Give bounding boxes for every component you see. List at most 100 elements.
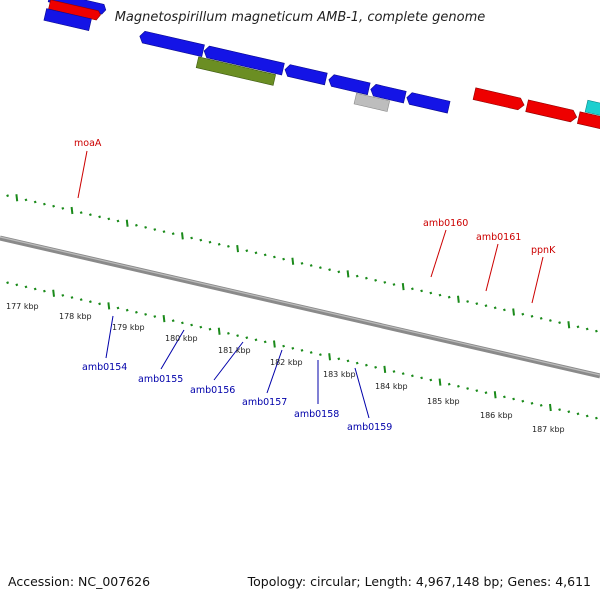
tick-minor <box>217 242 221 246</box>
tick-minor <box>180 321 184 325</box>
tick-minor <box>6 281 10 285</box>
tick-major <box>236 244 239 253</box>
gene-amb0158[interactable] <box>369 83 407 104</box>
gene-amb0161[interactable] <box>525 99 578 123</box>
tick-major <box>567 321 571 329</box>
tick-minor <box>318 353 322 357</box>
gene-label-amb0155[interactable]: amb0155 <box>138 374 183 385</box>
tick-minor <box>539 403 543 407</box>
gene-label-amb0158[interactable]: amb0158 <box>294 409 339 420</box>
tick-minor <box>420 376 424 380</box>
tick-minor <box>466 300 470 303</box>
gene-label-amb0159[interactable]: amb0159 <box>347 422 392 433</box>
tick-minor <box>374 278 378 282</box>
tick-minor <box>328 268 332 272</box>
tick-minor <box>594 329 598 333</box>
gene-red-near-moaA[interactable] <box>48 0 102 21</box>
gene-amb0159[interactable] <box>405 92 451 114</box>
tick-major <box>438 378 442 386</box>
gene-label-amb0154[interactable]: amb0154 <box>82 362 127 373</box>
kbp-label: 184 kbp <box>375 382 408 391</box>
tick-minor <box>309 351 313 354</box>
tick-minor <box>521 399 525 403</box>
gene-amb0157[interactable] <box>328 74 371 96</box>
tick-minor <box>420 289 424 293</box>
tick-minor <box>300 261 304 265</box>
tick-minor <box>512 397 516 401</box>
tick-minor <box>190 236 194 240</box>
gene-ppnK[interactable] <box>584 99 600 122</box>
tick-minor <box>456 384 460 388</box>
tick-minor <box>466 387 470 390</box>
tick-major <box>493 391 497 399</box>
tick-minor <box>447 382 451 386</box>
gene-amb0156[interactable] <box>284 64 328 86</box>
gene-amb0160[interactable] <box>472 87 525 111</box>
gene-label-moaA[interactable]: moaA <box>74 138 102 149</box>
tick-minor <box>98 215 102 219</box>
tick-minor <box>61 206 65 210</box>
tick-minor <box>567 410 571 414</box>
tick-minor <box>364 276 368 280</box>
tick-minor <box>153 228 157 231</box>
gene-label-ppnK[interactable]: ppnK <box>531 245 556 256</box>
tick-minor <box>199 325 203 329</box>
tick-minor <box>199 238 203 242</box>
tick-minor <box>98 302 102 306</box>
kbp-label: 182 kbp <box>270 358 303 367</box>
gene-label-amb0156[interactable]: amb0156 <box>190 385 235 396</box>
tick-minor <box>309 264 313 267</box>
tick-minor <box>374 365 378 369</box>
kbp-label: 185 kbp <box>427 397 460 406</box>
gene-red-right-1[interactable] <box>576 111 600 133</box>
gene-amb0155[interactable] <box>203 45 285 76</box>
gene-gray-small[interactable] <box>353 92 391 112</box>
tick-minor <box>208 327 212 331</box>
tick-major <box>217 327 221 335</box>
tick-minor <box>61 293 65 297</box>
tick-minor <box>337 357 341 361</box>
tick-minor <box>475 389 479 393</box>
tick-minor <box>125 308 129 312</box>
kbp-label: 177 kbp <box>6 302 39 311</box>
tick-minor <box>484 391 488 395</box>
tick-minor <box>438 293 442 297</box>
tick-major <box>70 206 74 215</box>
gene-label-amb0157[interactable]: amb0157 <box>242 397 287 408</box>
tick-minor <box>79 211 83 215</box>
tick-minor <box>245 249 249 253</box>
tick-minor <box>79 298 83 302</box>
tick-minor <box>392 370 396 373</box>
tick-major <box>15 194 19 202</box>
tick-row-top <box>6 194 598 333</box>
tick-minor <box>272 255 276 259</box>
tick-minor <box>208 240 212 244</box>
gene-moaA[interactable] <box>47 0 107 15</box>
gene-label-amb0161[interactable]: amb0161 <box>476 232 521 243</box>
tick-minor <box>70 296 74 299</box>
tick-minor <box>502 308 506 312</box>
tick-minor <box>447 295 451 299</box>
gene-label-amb0160[interactable]: amb0160 <box>423 218 468 229</box>
tick-minor <box>429 378 433 382</box>
tick-major <box>181 232 184 240</box>
tick-major <box>273 340 276 348</box>
tick-major <box>162 314 166 323</box>
kbp-label: 178 kbp <box>59 312 92 321</box>
tick-major <box>328 353 331 361</box>
gene-olive[interactable] <box>195 56 276 86</box>
tick-major <box>383 365 387 374</box>
tick-minor <box>585 414 589 418</box>
kbp-label: 183 kbp <box>323 370 356 379</box>
tick-minor <box>190 323 194 327</box>
gene-blue-left-edge[interactable] <box>43 8 92 31</box>
tick-minor <box>364 363 368 367</box>
tick-major <box>401 282 405 291</box>
tick-minor <box>558 408 562 412</box>
tick-minor <box>33 200 37 204</box>
tick-minor <box>171 319 175 323</box>
tick-minor <box>24 198 28 202</box>
tick-minor <box>410 374 414 378</box>
gene-amb0154[interactable] <box>138 30 205 57</box>
